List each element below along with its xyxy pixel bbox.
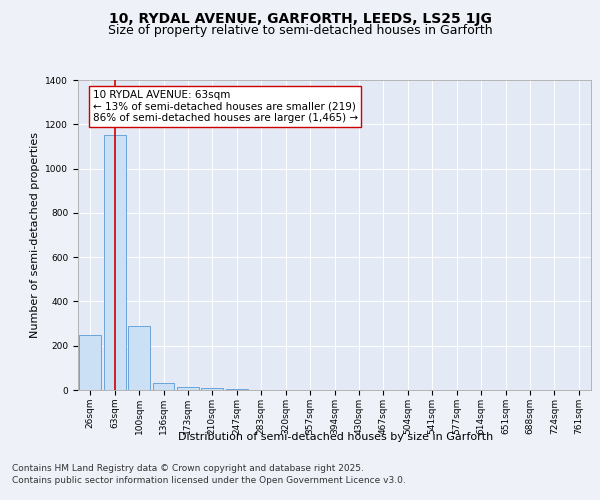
Text: 10, RYDAL AVENUE, GARFORTH, LEEDS, LS25 1JG: 10, RYDAL AVENUE, GARFORTH, LEEDS, LS25 … [109,12,491,26]
Y-axis label: Number of semi-detached properties: Number of semi-detached properties [30,132,40,338]
Bar [128,326,150,390]
Text: 10 RYDAL AVENUE: 63sqm
← 13% of semi-detached houses are smaller (219)
86% of se: 10 RYDAL AVENUE: 63sqm ← 13% of semi-det… [92,90,358,123]
Bar [202,388,223,390]
Text: Contains public sector information licensed under the Open Government Licence v3: Contains public sector information licen… [12,476,406,485]
Text: Contains HM Land Registry data © Crown copyright and database right 2025.: Contains HM Land Registry data © Crown c… [12,464,364,473]
Bar [79,334,101,390]
Bar [152,384,175,390]
Bar [177,386,199,390]
Text: Distribution of semi-detached houses by size in Garforth: Distribution of semi-detached houses by … [178,432,494,442]
Bar [104,136,125,390]
Text: Size of property relative to semi-detached houses in Garforth: Size of property relative to semi-detach… [107,24,493,37]
